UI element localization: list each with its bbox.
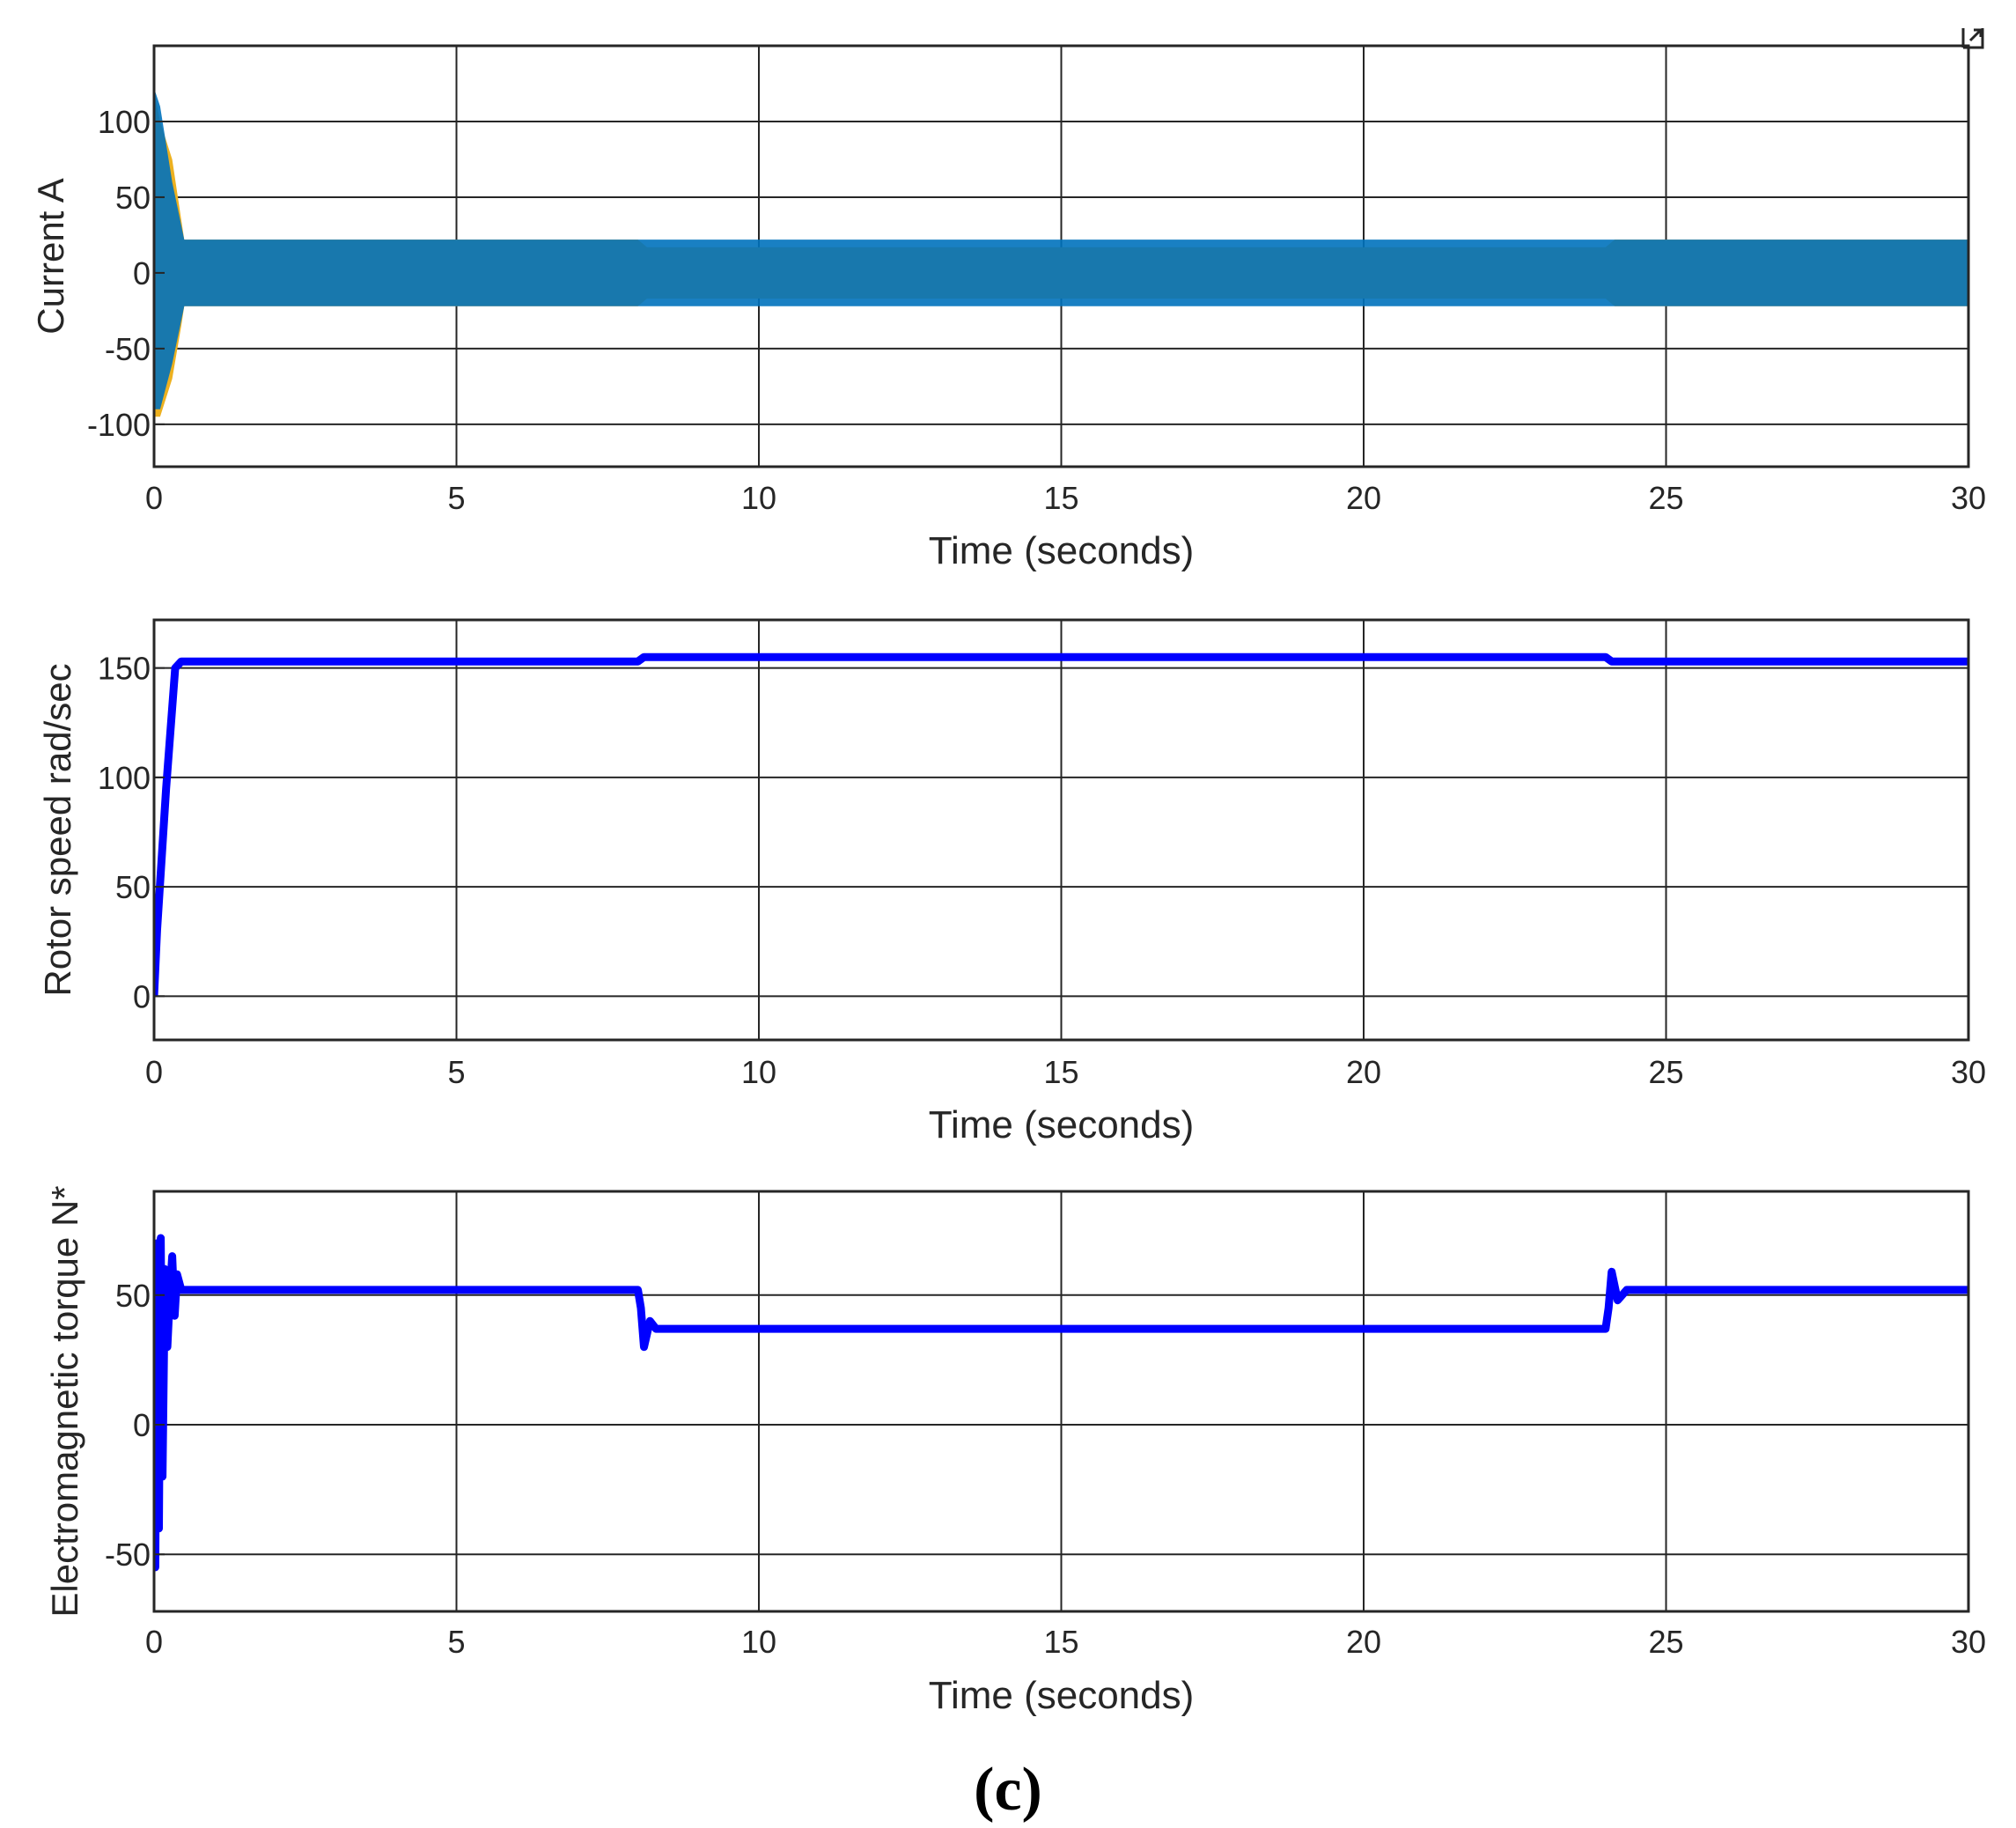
x-tick-label: 10 [741, 480, 776, 516]
chart-panel-1: 0 5 10 15 20 25 30 -100 -50 0 50 100 Time (seconds) C… [30, 44, 1986, 572]
y-tick-label: -100 [87, 407, 151, 443]
x-axis-label: Time (seconds) [929, 1103, 1195, 1146]
y-tick-label: 0 [133, 255, 151, 291]
x-tick-label: 0 [145, 1624, 163, 1660]
x-axis-label: Time (seconds) [929, 529, 1195, 572]
chart-panel-2: 0 5 10 15 20 25 30 0 50 100 150 Time (seconds) Rotor… [37, 618, 1986, 1146]
x-tick-label: 15 [1043, 1624, 1078, 1660]
chart-panel-3: 0 5 10 15 20 25 30 -50 0 50 Time (seconds) Electrom… [44, 1185, 1986, 1717]
x-tick-label: 30 [1951, 1054, 1986, 1090]
current-band-2 [154, 88, 1968, 409]
x-tick-label: 15 [1043, 1054, 1078, 1090]
x-tick-label: 5 [447, 1054, 465, 1090]
x-tick-label: 15 [1043, 480, 1078, 516]
y-tick-label: 50 [115, 180, 151, 216]
y-tick-label: -50 [105, 331, 151, 367]
x-tick-label: 30 [1951, 1624, 1986, 1660]
x-tick-label: 25 [1648, 1624, 1683, 1660]
y-tick-label: 100 [98, 104, 151, 140]
y-axis-label: Rotor speed rad/sec [37, 663, 78, 996]
x-tick-label: 25 [1648, 480, 1683, 516]
y-axis-label: Electromagnetic torque N* [44, 1185, 85, 1617]
x-tick-label: 30 [1951, 480, 1986, 516]
x-tick-label: 25 [1648, 1054, 1683, 1090]
x-axis-label: Time (seconds) [929, 1674, 1195, 1717]
x-tick-label: 10 [741, 1054, 776, 1090]
series-group [154, 1234, 1968, 1572]
y-tick-label: 100 [98, 760, 151, 796]
y-tick-label: -50 [105, 1537, 151, 1573]
y-tick-label: 150 [98, 651, 151, 687]
series-line [154, 1234, 1968, 1572]
series-group [154, 88, 1968, 417]
x-tick-label: 5 [447, 480, 465, 516]
y-tick-label: 50 [115, 1278, 151, 1314]
x-tick-label: 20 [1346, 1054, 1381, 1090]
x-tick-label: 20 [1346, 1624, 1381, 1660]
undock-icon[interactable] [1961, 28, 1984, 49]
x-tick-label: 0 [145, 1054, 163, 1090]
y-tick-label: 50 [115, 869, 151, 905]
series-line [154, 652, 1968, 997]
x-tick-label: 0 [145, 480, 163, 516]
y-tick-label: 0 [133, 978, 151, 1014]
x-tick-label: 10 [741, 1624, 776, 1660]
y-tick-label: 0 [133, 1407, 151, 1443]
y-axis-label: Current A [30, 178, 71, 334]
x-tick-label: 20 [1346, 480, 1381, 516]
figure-caption: (c) [974, 1756, 1042, 1824]
series-group [154, 652, 1968, 997]
x-tick-label: 5 [447, 1624, 465, 1660]
